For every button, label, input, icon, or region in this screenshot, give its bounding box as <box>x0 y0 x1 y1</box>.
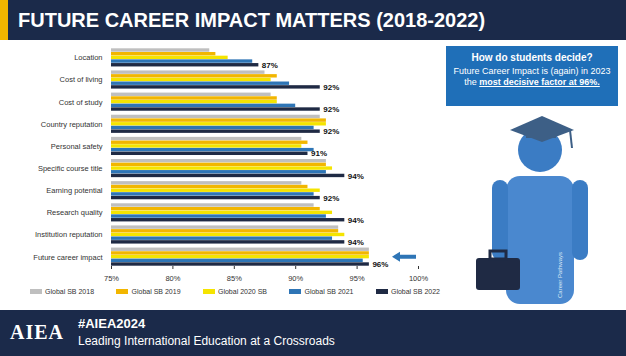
html-text:Global SB 2019: Global SB 2019 <box>131 288 181 295</box>
html-text:How do students decide?: How do students decide? <box>471 52 593 63</box>
html-text:AIEA: AIEA <box>10 321 64 343</box>
html-text:Future Career Impact is (again: Future Career Impact is (again) in 2023 … <box>453 66 611 87</box>
svg-text:Cost of study: Cost of study <box>59 98 103 107</box>
svg-text:94%: 94% <box>348 172 364 181</box>
svg-text:92%: 92% <box>323 105 339 114</box>
html-text:Global 2020 SB: Global 2020 SB <box>218 288 267 295</box>
svg-text:92%: 92% <box>323 83 339 92</box>
svg-text:80%: 80% <box>165 274 180 283</box>
svg-text:87%: 87% <box>262 61 278 70</box>
svg-text:Cost of living: Cost of living <box>60 75 103 84</box>
svg-text:92%: 92% <box>323 127 339 136</box>
svg-text:Career Pathways: Career Pathways <box>557 252 563 298</box>
svg-text:95%: 95% <box>350 274 365 283</box>
html-text:#AIEA2024: #AIEA2024 <box>78 316 146 331</box>
svg-text:Location: Location <box>74 53 102 62</box>
svg-text:Institution reputation: Institution reputation <box>35 230 103 239</box>
html-text:FUTURE CAREER IMPACT MATTERS (: FUTURE CAREER IMPACT MATTERS (2018-2022) <box>18 9 486 31</box>
svg-text:Country reputation: Country reputation <box>41 120 103 129</box>
svg-text:Personal safety: Personal safety <box>51 142 103 151</box>
svg-text:94%: 94% <box>348 238 364 247</box>
svg-text:94%: 94% <box>348 216 364 225</box>
svg-text:91%: 91% <box>311 149 327 158</box>
svg-text:Future career impact: Future career impact <box>33 253 103 262</box>
svg-text:96%: 96% <box>372 260 388 269</box>
svg-text:92%: 92% <box>323 194 339 203</box>
html-text:Global SB 2018: Global SB 2018 <box>45 288 94 295</box>
html-text:Global SB 2022: Global SB 2022 <box>390 288 440 295</box>
svg-text:90%: 90% <box>288 274 303 283</box>
svg-text:85%: 85% <box>227 274 242 283</box>
svg-text:Research quality: Research quality <box>47 208 103 217</box>
svg-text:100%: 100% <box>409 274 429 283</box>
svg-text:Earning potential: Earning potential <box>46 186 103 195</box>
svg-text:75%: 75% <box>104 274 119 283</box>
html-text:Leading International Educatio: Leading International Education at a Cro… <box>78 334 335 348</box>
html-text:Global SB 2021: Global SB 2021 <box>304 288 354 295</box>
svg-text:Specific course title: Specific course title <box>38 164 103 173</box>
